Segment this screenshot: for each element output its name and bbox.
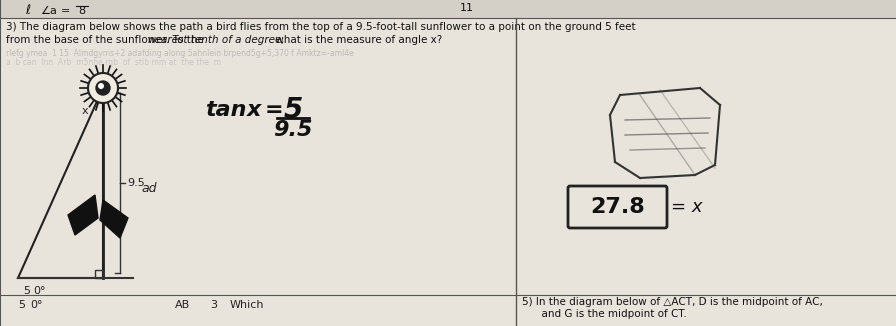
FancyBboxPatch shape — [568, 186, 667, 228]
Text: ad: ad — [141, 182, 157, 195]
Text: nearest tenth of a degree,: nearest tenth of a degree, — [148, 35, 285, 45]
Text: 3: 3 — [210, 300, 217, 310]
Text: x: x — [82, 106, 89, 116]
Text: =: = — [265, 100, 284, 120]
Text: tan: tan — [205, 100, 246, 120]
Polygon shape — [68, 195, 98, 235]
Circle shape — [96, 81, 110, 95]
Text: $\ell$: $\ell$ — [25, 3, 31, 17]
Text: and G is the midpoint of CT.: and G is the midpoint of CT. — [522, 309, 686, 319]
Text: rlefg ymea  1 15  Almdgyms+2 adafding along 5ahnlein brpend5g+5,370 f Amktz=-aml: rlefg ymea 1 15 Almdgyms+2 adafding alon… — [6, 49, 354, 58]
Text: 0°: 0° — [33, 286, 46, 296]
Text: 3) The diagram below shows the path a bird flies from the top of a 9.5-foot-tall: 3) The diagram below shows the path a bi… — [6, 22, 635, 32]
Circle shape — [98, 83, 104, 89]
Circle shape — [88, 73, 118, 103]
Text: what is the measure of angle x?: what is the measure of angle x? — [272, 35, 443, 45]
Text: a  b can  Inn  Arb  m5nhe rqb  of  stlb mm at  the the  m: a b can Inn Arb m5nhe rqb of stlb mm at … — [6, 58, 221, 67]
Text: from the base of the sunflower. To the: from the base of the sunflower. To the — [6, 35, 207, 45]
Text: 5) In the diagram below of △ACT, D is the midpoint of AC,: 5) In the diagram below of △ACT, D is th… — [522, 297, 823, 307]
Text: Which: Which — [230, 300, 264, 310]
Polygon shape — [100, 200, 128, 238]
Text: 27.8: 27.8 — [590, 197, 645, 217]
Text: x: x — [247, 100, 262, 120]
Bar — [95, 270, 103, 278]
Text: 9.5: 9.5 — [127, 178, 145, 188]
Text: 0°: 0° — [30, 300, 42, 310]
Text: 8: 8 — [79, 6, 85, 16]
Text: 9.5: 9.5 — [273, 120, 313, 140]
Text: 11: 11 — [460, 3, 474, 13]
Text: $\angle$a =: $\angle$a = — [40, 3, 72, 16]
Text: 5: 5 — [18, 300, 25, 310]
Text: 5: 5 — [23, 286, 30, 296]
Text: = x: = x — [671, 198, 702, 216]
Bar — [0, 0, 896, 18]
Text: AB: AB — [175, 300, 190, 310]
Text: 5: 5 — [283, 96, 303, 124]
